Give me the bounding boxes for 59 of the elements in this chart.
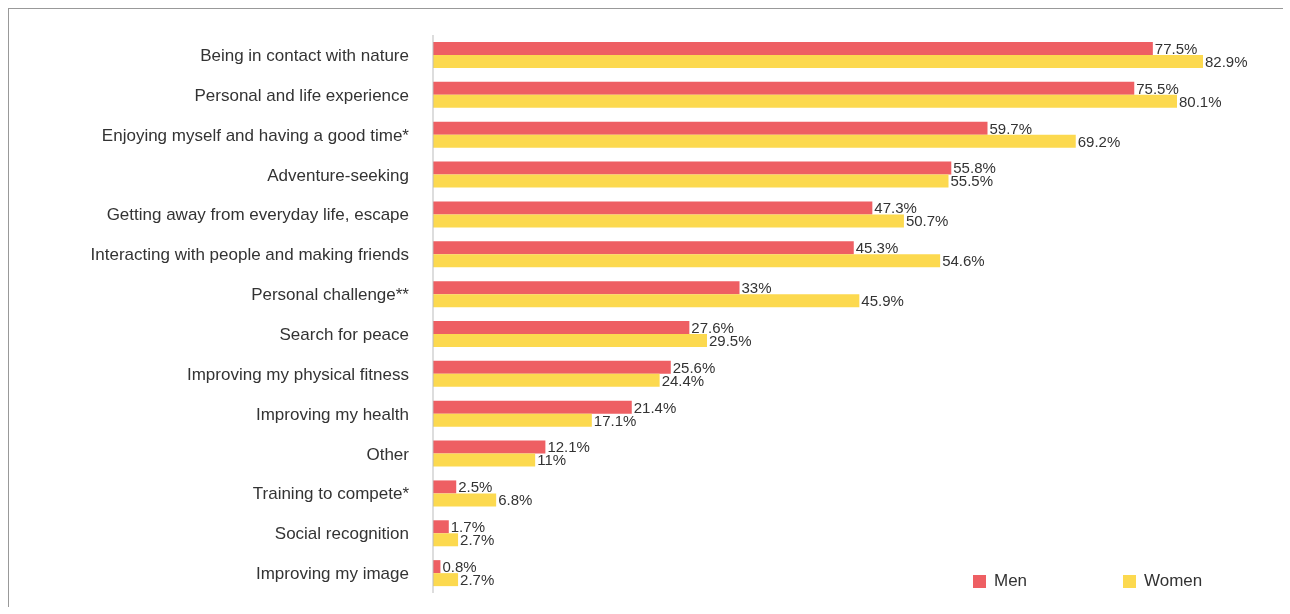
bar xyxy=(433,520,449,534)
y-tick-label: Getting away from everyday life, escape xyxy=(106,205,409,225)
bar xyxy=(433,81,1135,95)
y-tick-label: Adventure-seeking xyxy=(267,165,409,185)
bar xyxy=(433,241,854,255)
data-label: 27.6% xyxy=(691,318,734,336)
y-tick-label: Training to compete* xyxy=(252,484,410,504)
y-tick-label: Personal and life experience xyxy=(194,85,409,105)
bar xyxy=(433,174,949,188)
y-tick-label: Being in contact with nature xyxy=(200,45,409,65)
bar xyxy=(433,134,1076,148)
bar xyxy=(433,373,660,387)
bar xyxy=(433,42,1153,55)
y-tick-label: Social recognition xyxy=(274,524,409,544)
bar xyxy=(433,161,952,175)
bar xyxy=(433,294,860,308)
bar xyxy=(433,413,592,427)
bar xyxy=(433,400,632,414)
data-label: 45.3% xyxy=(855,239,899,257)
y-tick-label: Improving my image xyxy=(255,564,409,584)
data-label: 25.6% xyxy=(672,358,716,376)
y-tick-label: Personal challenge** xyxy=(251,285,410,305)
y-tick-label: Interacting with people and making friends xyxy=(90,245,409,265)
bar xyxy=(433,214,904,228)
y-tick-label: Enjoying myself and having a good time* xyxy=(101,125,410,145)
data-label: 59.7% xyxy=(989,119,1033,137)
data-label: 0.8% xyxy=(442,557,477,575)
bar xyxy=(433,321,690,334)
bar xyxy=(433,573,459,587)
data-label: 80.1% xyxy=(1178,92,1222,110)
bar xyxy=(433,480,457,494)
legend-label: Men xyxy=(994,571,1028,591)
bar xyxy=(433,254,941,268)
legend-label: Women xyxy=(1144,571,1203,591)
data-label: 45.9% xyxy=(861,291,904,309)
bar xyxy=(433,493,497,507)
y-tick-label: Improving my health xyxy=(255,404,409,424)
data-label: 6.8% xyxy=(498,491,533,509)
y-tick-label: Search for peace xyxy=(279,324,409,344)
data-label: 54.6% xyxy=(942,252,985,270)
bar xyxy=(433,55,1203,68)
bar xyxy=(433,201,873,215)
data-label: 75.5% xyxy=(1136,79,1179,97)
bar xyxy=(433,533,459,547)
bar xyxy=(433,121,988,135)
bar xyxy=(433,440,546,454)
bar xyxy=(433,453,536,467)
y-tick-label: Other xyxy=(366,444,410,464)
bar xyxy=(433,334,707,347)
bar xyxy=(433,360,671,374)
data-label: 82.9% xyxy=(1205,52,1248,70)
bar xyxy=(433,94,1177,108)
data-label: 69.2% xyxy=(1077,132,1121,150)
data-label: 2.5% xyxy=(458,478,493,496)
y-tick-label: Improving my physical fitness xyxy=(186,364,409,384)
bar xyxy=(433,281,740,295)
data-label: 33% xyxy=(741,278,772,296)
data-label: 77.5% xyxy=(1154,39,1198,57)
data-label: 21.4% xyxy=(633,398,677,416)
